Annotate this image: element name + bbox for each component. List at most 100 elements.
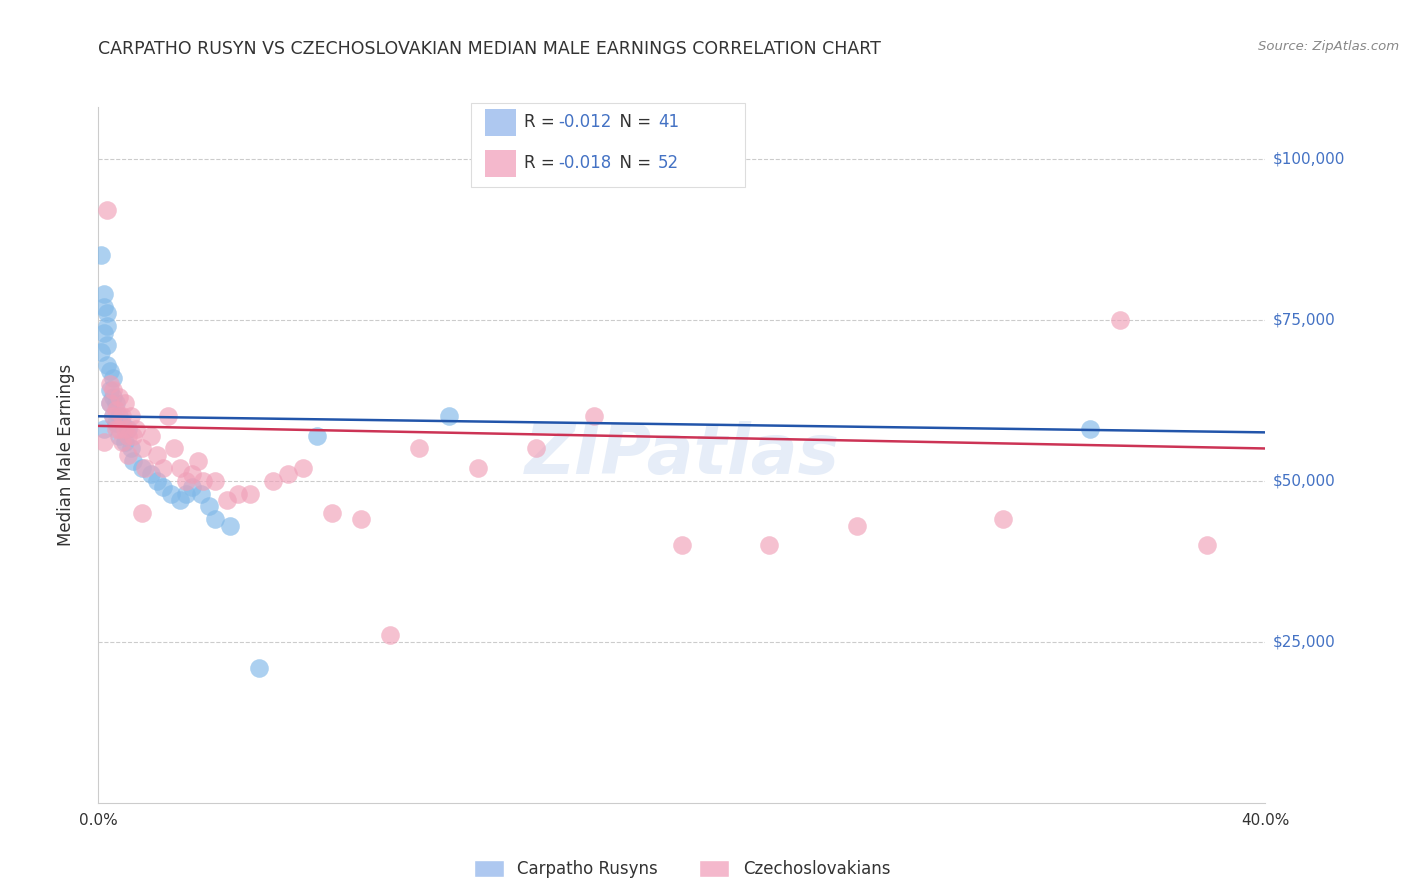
Text: R =: R = <box>524 154 561 172</box>
Point <box>247 660 270 674</box>
Point <box>98 364 121 378</box>
Point <box>101 384 124 398</box>
Point <box>174 486 197 500</box>
Text: $50,000: $50,000 <box>1272 473 1336 488</box>
Point <box>114 435 136 450</box>
Point <box>758 538 780 552</box>
Point <box>307 428 329 442</box>
Point <box>193 474 215 488</box>
Point <box>291 460 314 475</box>
Point <box>157 409 180 424</box>
Point <box>114 422 136 436</box>
Point <box>187 454 209 468</box>
Point <box>350 512 373 526</box>
Point <box>90 344 112 359</box>
Point <box>1080 422 1102 436</box>
Point <box>991 512 1014 526</box>
Point <box>146 474 169 488</box>
Point <box>96 306 118 320</box>
Text: $25,000: $25,000 <box>1272 634 1336 649</box>
Point <box>180 480 202 494</box>
Point <box>408 442 430 456</box>
Point <box>93 300 115 314</box>
Point <box>131 506 153 520</box>
Point <box>169 493 191 508</box>
Point <box>262 474 284 488</box>
Point <box>169 460 191 475</box>
Point <box>122 454 145 468</box>
Text: -0.012: -0.012 <box>558 113 612 131</box>
Point <box>198 500 221 514</box>
Point <box>378 628 402 642</box>
Point <box>139 428 162 442</box>
Point <box>93 326 115 340</box>
Point <box>117 428 139 442</box>
Point <box>98 396 121 410</box>
Y-axis label: Median Male Earnings: Median Male Earnings <box>56 364 75 546</box>
Point <box>671 538 693 552</box>
Point <box>120 442 142 456</box>
Point <box>1195 538 1218 552</box>
Text: 52: 52 <box>658 154 679 172</box>
Point <box>163 442 186 456</box>
Text: Source: ZipAtlas.com: Source: ZipAtlas.com <box>1258 40 1399 54</box>
Point <box>146 448 169 462</box>
Point <box>108 428 131 442</box>
Point <box>204 474 226 488</box>
Point <box>160 486 183 500</box>
Point <box>98 377 121 392</box>
Point <box>96 358 118 372</box>
Point <box>204 512 226 526</box>
Point <box>104 416 127 430</box>
Point <box>104 422 127 436</box>
Text: N =: N = <box>609 154 657 172</box>
Point <box>131 460 153 475</box>
Point <box>104 402 127 417</box>
Point <box>215 493 238 508</box>
Legend: Carpatho Rusyns, Czechoslovakians: Carpatho Rusyns, Czechoslovakians <box>474 860 890 878</box>
Point <box>117 422 139 436</box>
Point <box>98 384 121 398</box>
Point <box>111 416 134 430</box>
Point <box>96 203 118 218</box>
Point <box>239 486 262 500</box>
Point <box>228 486 250 500</box>
Point <box>1108 312 1130 326</box>
Point <box>125 422 148 436</box>
Text: CARPATHO RUSYN VS CZECHOSLOVAKIAN MEDIAN MALE EARNINGS CORRELATION CHART: CARPATHO RUSYN VS CZECHOSLOVAKIAN MEDIAN… <box>98 40 882 58</box>
Point <box>101 409 124 424</box>
Text: 41: 41 <box>658 113 679 131</box>
Point <box>321 506 343 520</box>
Point <box>117 448 139 462</box>
Point <box>101 390 124 404</box>
Point <box>218 518 240 533</box>
Point <box>152 460 174 475</box>
Point <box>131 442 153 456</box>
Point <box>277 467 299 482</box>
Point <box>104 396 127 410</box>
Point <box>134 460 156 475</box>
Point <box>108 409 131 424</box>
Point <box>108 422 131 436</box>
Point <box>583 409 606 424</box>
Text: ZIPatlas: ZIPatlas <box>524 421 839 489</box>
Point <box>139 467 162 482</box>
Point <box>122 428 145 442</box>
Point <box>111 409 134 424</box>
Text: -0.018: -0.018 <box>558 154 612 172</box>
Point <box>152 480 174 494</box>
Point <box>93 286 115 301</box>
Point <box>190 486 212 500</box>
Text: $75,000: $75,000 <box>1272 312 1336 327</box>
Point <box>114 396 136 410</box>
Point <box>101 370 124 384</box>
Point <box>111 435 134 450</box>
Point <box>93 435 115 450</box>
Point <box>108 390 131 404</box>
Point <box>120 409 142 424</box>
Point <box>101 409 124 424</box>
Point <box>174 474 197 488</box>
Point <box>845 518 868 533</box>
Point <box>93 422 115 436</box>
Point <box>524 442 547 456</box>
